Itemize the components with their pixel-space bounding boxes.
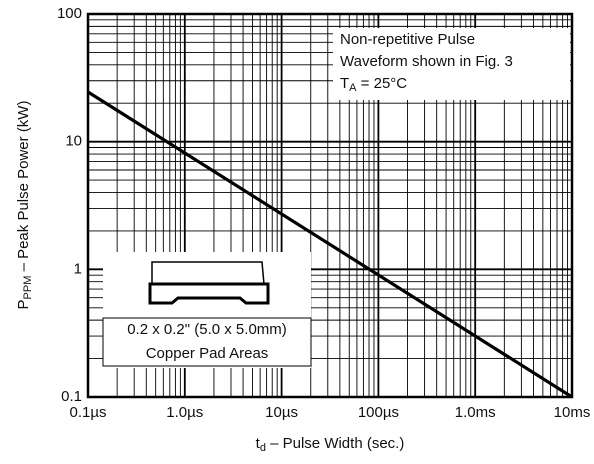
y-tick-label: 10	[65, 133, 82, 150]
y-axis-label: – Peak Pulse Power (kW)	[15, 101, 32, 276]
x-axis-label: d	[260, 442, 266, 454]
x-tick-label: 100µs	[358, 404, 399, 421]
inset-label: 0.2 x 0.2" (5.0 x 5.0mm)	[127, 321, 287, 338]
data-line	[87, 90, 573, 399]
x-tick-label: 10ms	[554, 404, 591, 421]
x-axis-label: td – Pulse Width (sec.)	[256, 435, 405, 454]
annotation-box	[333, 28, 570, 100]
y-axis-label: P	[15, 299, 32, 309]
y-tick-label: 1	[74, 260, 82, 277]
inset-label: Copper Pad Areas	[146, 345, 269, 362]
inset: 0.2 x 0.2" (5.0 x 5.0mm) Copper Pad Area…	[102, 252, 312, 368]
annotation: A	[349, 82, 357, 94]
x-tick-label: 1.0µs	[166, 404, 203, 421]
annotation: TA = 25°C	[340, 75, 407, 94]
inset-frame	[102, 317, 312, 367]
y-tick-label: 0.1	[61, 388, 82, 405]
plot-frame	[86, 12, 574, 399]
y-axis-label: PPPM – Peak Pulse Power (kW)	[15, 101, 34, 310]
y-tick-label: 100	[57, 5, 82, 22]
x-tick-label: 1.0ms	[455, 404, 496, 421]
annotation: Non-repetitive Pulse	[340, 31, 475, 48]
x-axis-label: – Pulse Width (sec.)	[266, 435, 404, 452]
annotation: Waveform shown in Fig. 3	[340, 53, 513, 70]
pad-icon	[148, 282, 270, 305]
x-tick-label: 10µs	[265, 404, 298, 421]
annotation: = 25°C	[357, 75, 408, 92]
pad-icon	[151, 261, 265, 285]
x-tick-label: 0.1µs	[70, 404, 107, 421]
plot	[87, 90, 573, 399]
x-axis-label: t	[256, 435, 261, 452]
y-axis-label: PPM	[22, 276, 34, 300]
annotation: T	[340, 75, 349, 92]
